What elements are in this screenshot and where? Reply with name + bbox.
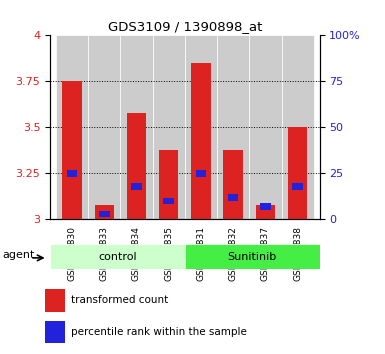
- Bar: [159, 149, 178, 219]
- Bar: [185, 35, 217, 219]
- Bar: [260, 204, 271, 210]
- Bar: [292, 183, 303, 190]
- Bar: [163, 198, 174, 204]
- Title: GDS3109 / 1390898_at: GDS3109 / 1390898_at: [108, 20, 262, 33]
- Bar: [127, 113, 146, 219]
- Bar: [95, 205, 114, 219]
- Bar: [56, 35, 88, 219]
- Bar: [99, 211, 109, 217]
- Bar: [131, 183, 142, 190]
- Bar: [288, 127, 307, 219]
- Text: transformed count: transformed count: [71, 295, 169, 305]
- Bar: [152, 35, 185, 219]
- Bar: [228, 194, 238, 201]
- Bar: [121, 35, 152, 219]
- Bar: [191, 63, 211, 219]
- Bar: [62, 81, 82, 219]
- Text: control: control: [98, 252, 137, 262]
- Bar: [67, 170, 77, 177]
- Text: Sunitinib: Sunitinib: [228, 252, 277, 262]
- Text: agent: agent: [3, 250, 35, 261]
- Bar: [45, 289, 65, 312]
- Text: percentile rank within the sample: percentile rank within the sample: [71, 327, 247, 337]
- Bar: [185, 244, 320, 269]
- Bar: [196, 170, 206, 177]
- Bar: [217, 35, 249, 219]
- Bar: [50, 244, 185, 269]
- Bar: [223, 149, 243, 219]
- Bar: [45, 321, 65, 343]
- Bar: [88, 35, 121, 219]
- Bar: [281, 35, 314, 219]
- Bar: [249, 35, 281, 219]
- Bar: [256, 205, 275, 219]
